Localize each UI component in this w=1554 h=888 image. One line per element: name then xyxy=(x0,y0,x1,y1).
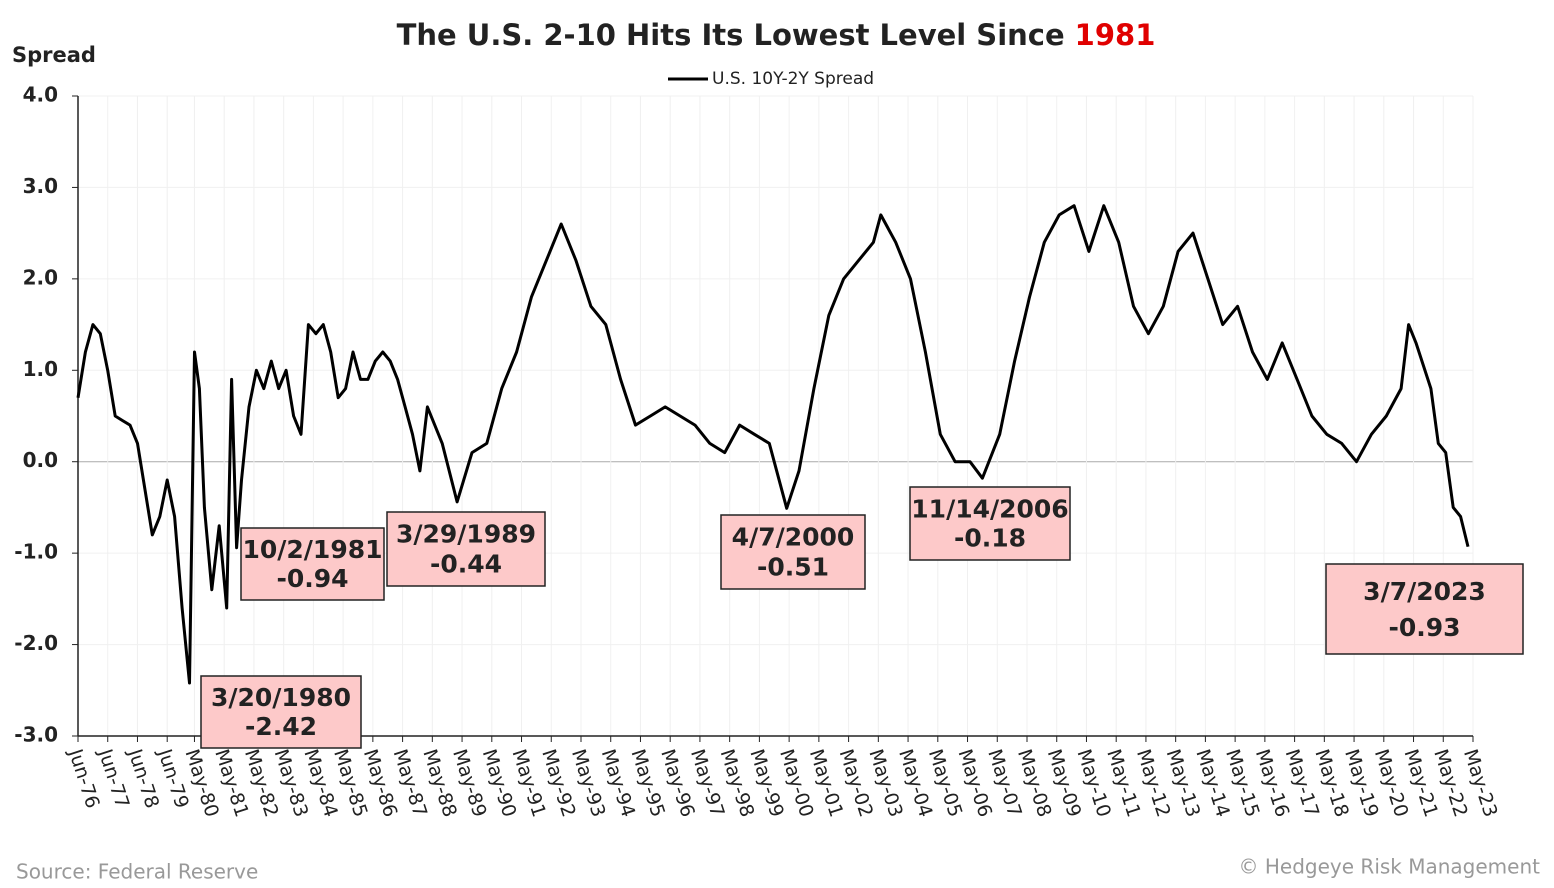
annotation-box xyxy=(200,675,362,749)
y-tick-label: 1.0 xyxy=(23,357,58,381)
annotation-value: -0.51 xyxy=(757,552,829,581)
annotation-value: -0.94 xyxy=(276,564,348,593)
y-tick-label: -3.0 xyxy=(14,723,58,747)
annotation-box xyxy=(720,514,866,590)
annotation-box xyxy=(909,486,1071,561)
annotation-date: 3/7/2023 xyxy=(1363,577,1486,606)
y-tick-label: 4.0 xyxy=(23,83,58,107)
annotation-date: 4/7/2000 xyxy=(732,523,855,552)
annotation-date: 3/29/1989 xyxy=(396,520,536,549)
title-text: The U.S. 2-10 Hits Its Lowest Level Sinc… xyxy=(397,18,1065,52)
legend-label: U.S. 10Y-2Y Spread xyxy=(712,69,874,89)
annotation-date: 3/20/1980 xyxy=(211,683,351,712)
annotation-value: -0.93 xyxy=(1388,613,1460,642)
y-tick-label: -1.0 xyxy=(14,540,58,564)
annotation-box xyxy=(240,527,385,601)
chart-title: The U.S. 2-10 Hits Its Lowest Level Sinc… xyxy=(397,18,1156,52)
annotation-box xyxy=(386,511,546,587)
y-axis-label: Spread xyxy=(12,43,96,67)
series-line xyxy=(76,204,1470,685)
annotation-date: 10/2/1981 xyxy=(242,535,382,564)
title-highlight: 1981 xyxy=(1075,18,1156,52)
y-tick-label: 3.0 xyxy=(23,174,58,198)
annotation-value: -0.44 xyxy=(430,549,502,578)
annotation-date: 11/14/2006 xyxy=(911,494,1068,523)
annotation-value: -2.42 xyxy=(245,712,317,741)
credit: © Hedgeye Risk Management xyxy=(1239,855,1541,879)
y-tick-label: -2.0 xyxy=(14,631,58,655)
annotation-box xyxy=(1325,563,1524,655)
annotation-value: -0.18 xyxy=(954,524,1026,553)
y-tick-label: 0.0 xyxy=(23,448,58,472)
y-tick-label: 2.0 xyxy=(23,265,58,289)
source: Source: Federal Reserve xyxy=(16,860,258,884)
